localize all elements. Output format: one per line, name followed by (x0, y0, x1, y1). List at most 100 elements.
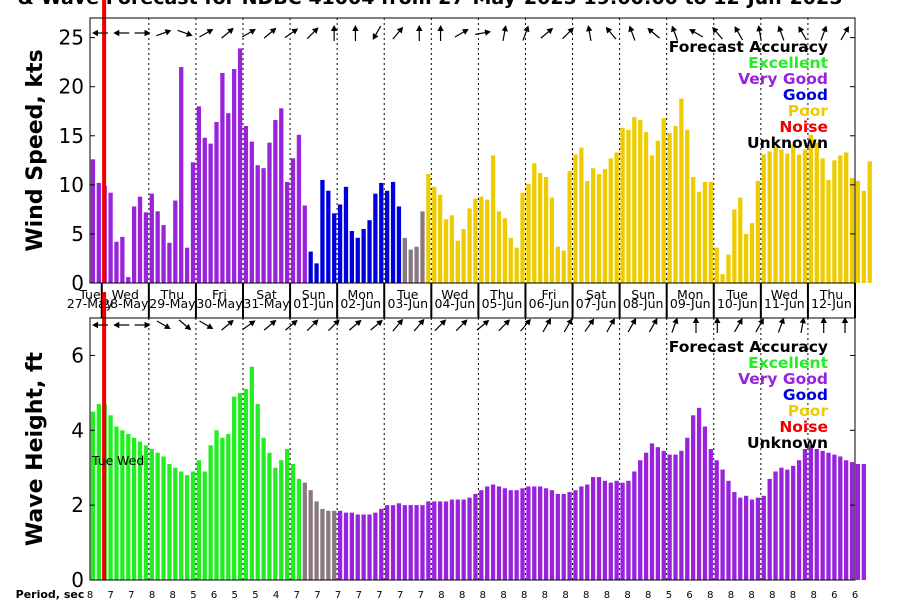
data-bar (249, 141, 254, 283)
data-bar (667, 132, 672, 283)
arrow-head (333, 319, 340, 326)
legend-entry: Excellent (748, 54, 828, 72)
direction-arrow (284, 28, 299, 39)
direction-arrow (734, 26, 744, 41)
x-day-label: Sat (256, 287, 277, 302)
arrow-head (647, 27, 654, 35)
data-bar (343, 186, 349, 283)
data-bar (167, 463, 172, 580)
data-bar (332, 213, 337, 283)
data-bar (755, 180, 761, 283)
data-bar (443, 219, 449, 283)
direction-arrow (454, 29, 469, 38)
arrow-head (482, 319, 490, 327)
arrow-head (566, 318, 573, 325)
data-bar (208, 143, 213, 283)
data-bar (179, 67, 184, 283)
data-bar (767, 151, 772, 283)
data-bar (332, 510, 337, 580)
period-value: 8 (645, 590, 651, 600)
x-day-label: Wed (117, 453, 144, 468)
legend-entry: Noise (779, 118, 828, 136)
direction-arrow (647, 27, 660, 39)
period-value: 8 (707, 590, 713, 600)
data-bar (432, 501, 437, 580)
data-bar (202, 471, 207, 580)
data-bar (791, 144, 796, 283)
data-bar (520, 488, 525, 580)
direction-arrow (712, 26, 723, 40)
direction-arrow (413, 318, 425, 332)
period-value: 7 (107, 590, 113, 600)
period-value: 8 (728, 590, 734, 600)
x-day-label: Mon (677, 287, 703, 302)
arrow-head (396, 318, 404, 326)
data-bar (543, 488, 549, 580)
data-bar (90, 159, 96, 283)
data-bar (137, 441, 143, 580)
x-date-label: 10-Jun (717, 296, 758, 311)
arrow-head (269, 319, 277, 327)
x-date-label: 04-Jun (435, 296, 476, 311)
direction-arrow (671, 25, 679, 41)
arrow-head (113, 321, 120, 329)
x-day-label: Mon (348, 287, 374, 302)
data-bar (761, 495, 766, 580)
data-bar (214, 122, 219, 283)
data-bar (173, 200, 178, 283)
data-bar (849, 462, 855, 580)
arrow-head (144, 321, 151, 329)
period-value: 8 (748, 590, 754, 600)
arrow-head (396, 26, 404, 34)
legend-entry: Very Good (738, 370, 828, 388)
arrow-head (416, 25, 423, 31)
data-bar (126, 434, 131, 580)
current-time-marker (102, 0, 107, 283)
data-bar (184, 475, 190, 580)
legend-entry: Very Good (738, 70, 828, 88)
data-bar (196, 106, 201, 283)
data-bar (455, 240, 460, 283)
period-value: 7 (314, 590, 320, 600)
direction-arrow (221, 27, 234, 39)
data-bar (708, 449, 713, 580)
direction-arrow (263, 319, 277, 331)
direction-arrow (113, 29, 130, 37)
data-bar (267, 452, 272, 580)
period-value: 8 (790, 590, 796, 600)
data-bar (420, 505, 425, 580)
data-bar (120, 430, 125, 580)
x-date-label: 09-Jun (670, 296, 711, 311)
x-day-label: Tue (396, 287, 419, 302)
arrow-head (248, 320, 256, 327)
arrow-head (227, 27, 234, 35)
data-bar (237, 48, 243, 284)
data-bar (461, 229, 466, 283)
direction-arrow (92, 29, 108, 37)
direction-arrow (352, 25, 359, 41)
arrow-head (799, 317, 806, 324)
data-bar (796, 154, 802, 283)
data-bar (220, 72, 225, 284)
data-bar (379, 182, 384, 283)
data-bar (696, 191, 702, 283)
x-date-label: 31-May (243, 296, 290, 311)
data-bar (679, 98, 684, 283)
arrow-head (330, 25, 338, 31)
y-tick-label: 10 (59, 173, 84, 197)
period-label: Period, sec (16, 588, 85, 600)
data-bar (443, 501, 449, 580)
legend-entry: Good (783, 86, 828, 104)
direction-arrow (586, 25, 593, 41)
data-bar (190, 471, 196, 580)
data-bar (791, 465, 796, 580)
x-date-label: 28-May (102, 296, 149, 311)
arrow-head (354, 319, 362, 327)
y-tick-label: 25 (59, 26, 84, 50)
arrow-head (841, 317, 849, 323)
arrow-head (503, 319, 511, 326)
period-value: 8 (769, 590, 775, 600)
x-day-label: Tue (78, 287, 101, 302)
data-bar (685, 437, 690, 580)
